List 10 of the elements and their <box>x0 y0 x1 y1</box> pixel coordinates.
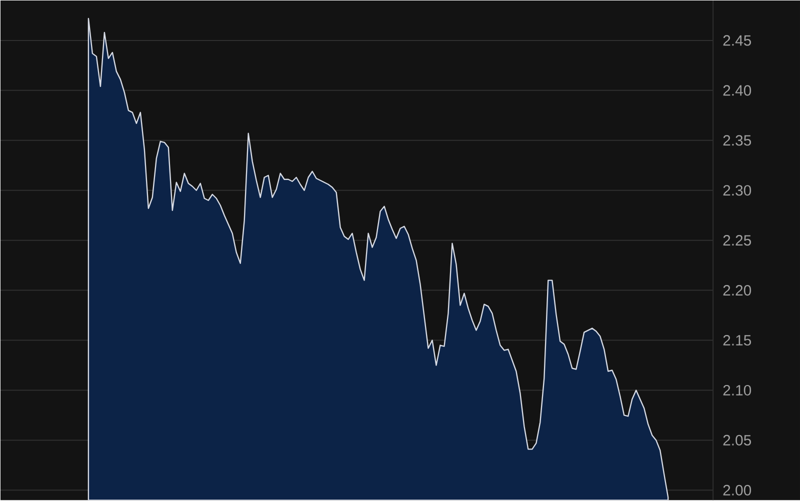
y-tick-label: 2.35 <box>723 135 752 146</box>
y-tick-label: 2.15 <box>723 335 752 346</box>
y-tick-label: 2.45 <box>723 35 752 46</box>
y-tick-label: 2.30 <box>723 185 752 196</box>
y-tick-label: 2.20 <box>723 285 752 296</box>
y-tick-label: 2.25 <box>723 235 752 246</box>
y-tick-label: 2.05 <box>723 435 752 446</box>
y-tick-label: 2.10 <box>723 385 752 396</box>
y-tick-label: 2.40 <box>723 85 752 96</box>
y-tick-label: 2.00 <box>723 485 752 496</box>
